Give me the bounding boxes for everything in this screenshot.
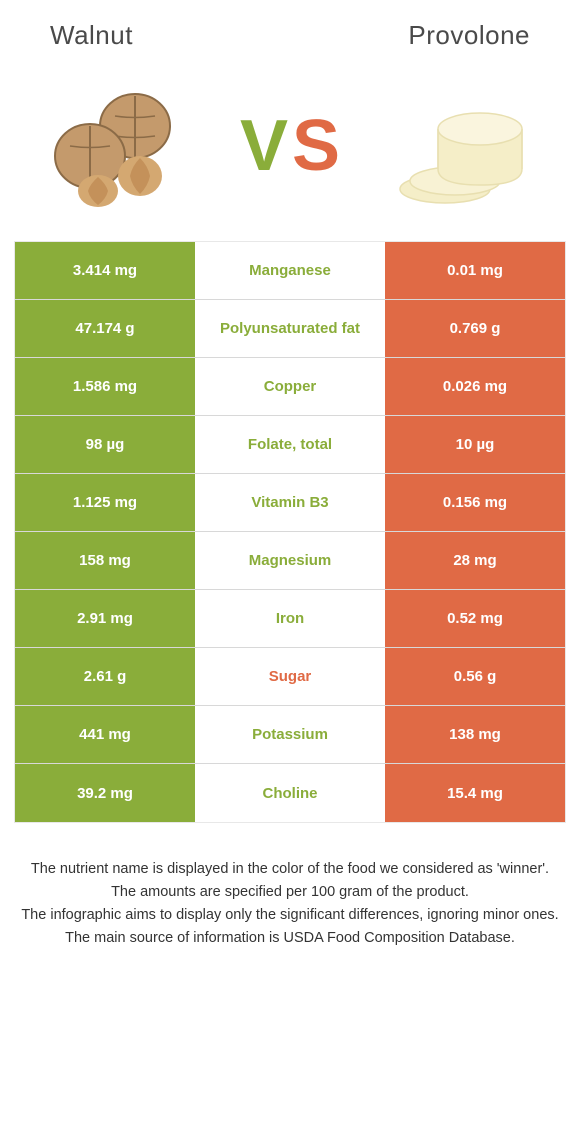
- nutrient-name: Polyunsaturated fat: [195, 300, 385, 357]
- left-value: 98 µg: [15, 416, 195, 473]
- right-food-title: Provolone: [408, 20, 530, 51]
- nutrient-row: 2.61 gSugar0.56 g: [15, 648, 565, 706]
- footer-notes: The nutrient name is displayed in the co…: [0, 823, 580, 949]
- left-value: 2.61 g: [15, 648, 195, 705]
- nutrient-row: 2.91 mgIron0.52 mg: [15, 590, 565, 648]
- left-value: 2.91 mg: [15, 590, 195, 647]
- vs-s-letter: S: [292, 110, 340, 182]
- left-value: 3.414 mg: [15, 242, 195, 299]
- right-value: 138 mg: [385, 706, 565, 763]
- nutrient-name: Manganese: [195, 242, 385, 299]
- nutrient-name: Magnesium: [195, 532, 385, 589]
- nutrient-row: 98 µgFolate, total10 µg: [15, 416, 565, 474]
- footer-line-2: The amounts are specified per 100 gram o…: [16, 882, 564, 903]
- nutrient-row: 3.414 mgManganese0.01 mg: [15, 242, 565, 300]
- left-value: 1.125 mg: [15, 474, 195, 531]
- nutrient-name: Folate, total: [195, 416, 385, 473]
- footer-line-3: The infographic aims to display only the…: [16, 905, 564, 926]
- right-value: 15.4 mg: [385, 764, 565, 822]
- nutrient-row: 1.125 mgVitamin B30.156 mg: [15, 474, 565, 532]
- right-value: 0.026 mg: [385, 358, 565, 415]
- right-value: 0.56 g: [385, 648, 565, 705]
- right-value: 0.769 g: [385, 300, 565, 357]
- nutrient-name: Sugar: [195, 648, 385, 705]
- walnut-image: [40, 81, 190, 211]
- vs-badge: V S: [240, 110, 340, 182]
- left-value: 441 mg: [15, 706, 195, 763]
- footer-line-1: The nutrient name is displayed in the co…: [16, 859, 564, 880]
- footer-line-4: The main source of information is USDA F…: [16, 928, 564, 949]
- provolone-image: [390, 81, 540, 211]
- hero-row: V S: [0, 61, 580, 241]
- right-value: 0.52 mg: [385, 590, 565, 647]
- left-value: 47.174 g: [15, 300, 195, 357]
- left-value: 39.2 mg: [15, 764, 195, 822]
- left-food-title: Walnut: [50, 20, 133, 51]
- nutrient-name: Vitamin B3: [195, 474, 385, 531]
- nutrient-name: Potassium: [195, 706, 385, 763]
- left-value: 158 mg: [15, 532, 195, 589]
- nutrient-row: 39.2 mgCholine15.4 mg: [15, 764, 565, 822]
- nutrient-name: Iron: [195, 590, 385, 647]
- nutrient-table: 3.414 mgManganese0.01 mg47.174 gPolyunsa…: [14, 241, 566, 823]
- right-value: 10 µg: [385, 416, 565, 473]
- nutrient-row: 1.586 mgCopper0.026 mg: [15, 358, 565, 416]
- right-value: 0.156 mg: [385, 474, 565, 531]
- left-value: 1.586 mg: [15, 358, 195, 415]
- right-value: 0.01 mg: [385, 242, 565, 299]
- header: Walnut Provolone: [0, 0, 580, 61]
- vs-v-letter: V: [240, 110, 288, 182]
- right-value: 28 mg: [385, 532, 565, 589]
- nutrient-name: Copper: [195, 358, 385, 415]
- nutrient-name: Choline: [195, 764, 385, 822]
- nutrient-row: 441 mgPotassium138 mg: [15, 706, 565, 764]
- nutrient-row: 158 mgMagnesium28 mg: [15, 532, 565, 590]
- nutrient-row: 47.174 gPolyunsaturated fat0.769 g: [15, 300, 565, 358]
